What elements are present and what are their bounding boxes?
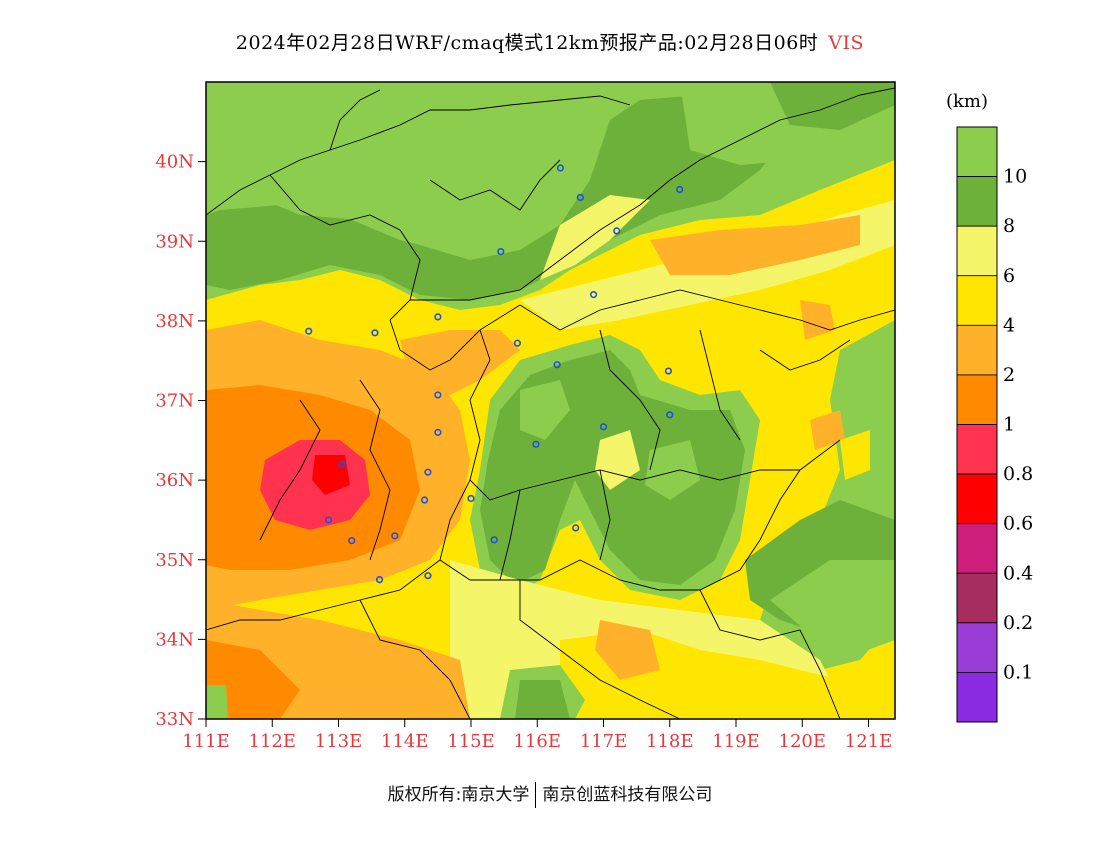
variable-label: VIS [828,32,865,54]
lat-tick-label: 34N [155,629,194,650]
legend-frame [956,126,998,723]
station-marker [434,428,442,436]
station-marker [348,537,356,545]
lat-tick-label: 38N [155,311,194,332]
station-marker [424,468,432,476]
station-markers [305,164,684,584]
station-marker [664,367,673,375]
lon-tick-label: 120E [779,731,827,752]
title-text: 2024年02月28日WRF/cmaq模式12km预报产品:02月28日06时 [235,32,819,54]
legend-label: 0.6 [1003,513,1033,535]
lon-tick-label: 117E [580,731,628,752]
station-marker [497,248,505,256]
station-marker [391,532,399,540]
legend-label: 10 [1003,166,1027,188]
legend-swatch [956,275,998,326]
lon-tick-label: 119E [712,731,760,752]
station-marker [676,185,684,194]
copyright-right: 南京创蓝科技有限公司 [542,785,713,805]
lat-tick-label: 33N [155,709,194,730]
lat-tick-label: 40N [155,152,194,173]
legend-swatch [956,622,998,673]
lat-tick-label: 36N [155,470,194,491]
station-marker [421,496,429,504]
legend-label: 0.8 [1003,463,1033,485]
station-marker [375,576,384,584]
station-marker [513,339,521,347]
station-marker [589,290,598,299]
station-marker [434,313,442,321]
station-marker [467,494,475,503]
copyright-footer: 版权所有:南京大学 南京创蓝科技有限公司 [0,780,1100,808]
station-marker [613,227,621,235]
legend-swatch [956,473,998,525]
legend-swatch [956,523,998,574]
legend-swatch [956,374,998,425]
legend-label: 6 [1003,265,1015,287]
lat-tick-label: 39N [155,231,194,252]
legend-unit: (km) [946,91,988,112]
legend-label: 8 [1003,215,1015,237]
legend-label: 0.4 [1003,562,1033,584]
footer-separator [535,782,537,808]
lon-tick-label: 115E [447,731,495,752]
station-marker [324,516,333,524]
legend-label: 2 [1003,364,1015,386]
station-marker [599,423,608,431]
station-marker [424,572,432,580]
station-marker [666,411,674,419]
lon-tick-label: 118E [646,731,694,752]
legend-label: 1 [1003,414,1015,436]
legend-swatch [956,672,998,723]
legend-label: 0.1 [1003,661,1033,683]
lon-tick-label: 116E [514,731,562,752]
station-marker [434,391,442,399]
lon-tick-label: 114E [381,731,429,752]
station-marker [305,327,313,335]
legend-swatch [956,324,998,376]
station-marker [556,164,565,172]
map-title: 2024年02月28日WRF/cmaq模式12km预报产品:02月28日06时 V… [0,28,1100,55]
legend-label: 4 [1003,314,1015,336]
lat-tick-label: 37N [155,391,194,412]
lon-tick-label: 111E [182,731,230,752]
legend-label: 0.2 [1003,612,1033,634]
color-legend: (km) 10 8 6 4 2 1 0.8 0.6 0.4 0.2 0.1 [946,91,1033,723]
lon-tick-label: 112E [249,731,297,752]
boundary-lines [206,87,895,719]
legend-swatch [956,225,998,277]
visibility-field [206,82,895,719]
station-marker [338,460,346,468]
legend-swatch [956,572,998,624]
station-marker [490,536,498,544]
lon-tick-label: 113E [315,731,363,752]
lat-tick-label: 35N [155,550,194,571]
copyright-left: 版权所有:南京大学 [387,785,530,805]
legend-swatch [956,126,998,177]
station-marker [371,329,379,337]
station-marker [553,361,561,369]
station-marker [576,193,584,202]
lon-tick-label: 121E [845,731,893,752]
station-marker [532,440,540,448]
legend-swatch [956,424,998,475]
station-marker [572,524,580,532]
legend-swatch [956,176,998,227]
